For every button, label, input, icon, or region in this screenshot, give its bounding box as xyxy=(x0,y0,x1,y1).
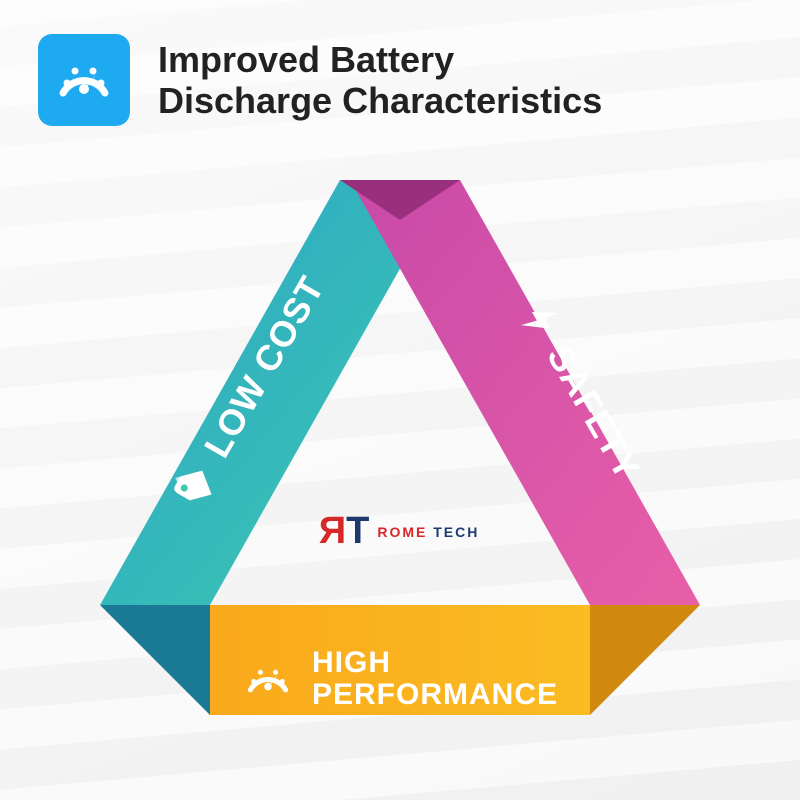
performance-label-line1: HIGH xyxy=(312,647,558,679)
header: Improved Battery Discharge Characteristi… xyxy=(38,34,602,126)
brand-text-part1: ROME xyxy=(377,524,427,540)
brand-mark-t: T xyxy=(346,510,367,552)
side-high-performance: HIGH PERFORMANCE xyxy=(242,647,558,710)
page-title: Improved Battery Discharge Characteristi… xyxy=(158,39,602,122)
performance-label-line2: PERFORMANCE xyxy=(312,679,558,711)
title-line-1: Improved Battery xyxy=(158,39,602,80)
triangle-diagram: LOW COST SAFETY HIGH PERFORMANCE RT ROME… xyxy=(80,160,720,780)
center-brand-logo: RT ROME TECH xyxy=(321,510,480,553)
brand-mark-r: R xyxy=(321,510,346,553)
brand-mark: RT xyxy=(321,510,368,553)
brand-text: ROME TECH xyxy=(377,524,479,540)
gauge-icon-svg xyxy=(53,49,115,111)
gauge-icon xyxy=(38,34,130,126)
performance-label: HIGH PERFORMANCE xyxy=(312,647,558,710)
brand-text-part2: TECH xyxy=(427,524,479,540)
gauge-icon-small xyxy=(242,653,294,705)
title-line-2: Discharge Characteristics xyxy=(158,80,602,121)
